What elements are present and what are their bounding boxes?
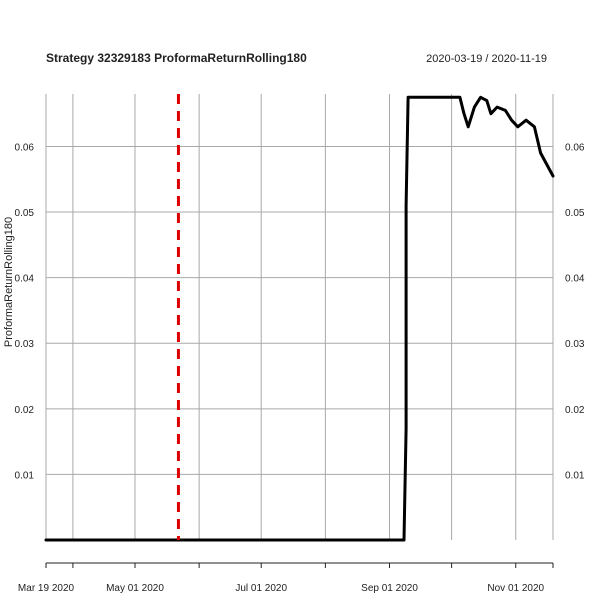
y-tick-label-right: 0.01 — [565, 470, 585, 481]
chart-title: Strategy 32329183 ProformaReturnRolling1… — [46, 51, 307, 65]
y-tick-label-left: 0.01 — [15, 470, 35, 481]
y-tick-label-right: 0.04 — [565, 274, 585, 285]
x-tick-label: Nov 01 2020 — [487, 583, 544, 594]
date-range: 2020-03-19 / 2020-11-19 — [426, 53, 547, 65]
y-tick-label-left: 0.05 — [15, 208, 35, 219]
x-tick-label: Mar 19 2020 — [18, 583, 75, 594]
x-tick-label: May 01 2020 — [106, 583, 164, 594]
y-tick-label-left: 0.03 — [15, 339, 35, 350]
axis-layer — [45, 562, 554, 568]
y-tick-label-right: 0.03 — [565, 339, 585, 350]
series-layer — [44, 95, 555, 542]
y-tick-label-right: 0.06 — [565, 142, 585, 153]
y-tick-label-left: 0.04 — [15, 274, 35, 285]
series-line — [44, 95, 555, 542]
label-layer: 0.01 0.01 0.02 0.02 0.03 0.03 0.04 0.04 0.05 0.05… — [15, 142, 585, 594]
y-tick-label-left: 0.06 — [15, 142, 35, 153]
x-tick-label: Jul 01 2020 — [235, 583, 287, 594]
y-tick-label-right: 0.05 — [565, 208, 585, 219]
y-tick-label-right: 0.02 — [565, 405, 585, 416]
y-axis-title: ProformaReturnRolling180 — [3, 217, 15, 347]
x-tick-label: Sep 01 2020 — [361, 583, 418, 594]
y-tick-label-left: 0.02 — [15, 405, 35, 416]
grid-layer — [45, 94, 554, 540]
